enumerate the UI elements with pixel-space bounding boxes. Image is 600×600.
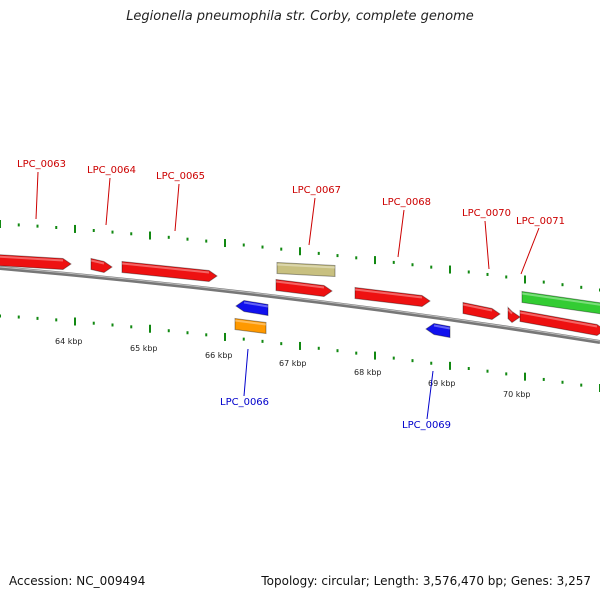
gene-labels: LPC_0063 LPC_0064 LPC_0065 LPC_0067 LPC_… [17,159,565,431]
feature-highlight [243,301,269,308]
tick-track-lower [0,314,600,392]
forward-gene-arrow[interactable] [519,309,600,337]
forward-gene-arrow[interactable] [90,257,113,274]
gene-label[interactable]: LPC_0071 [516,216,565,227]
forward-gene-arrow[interactable] [121,260,218,283]
label-leader [174,183,180,232]
scale-label: 70 kbp [503,390,531,399]
scale-label: 66 kbp [205,351,233,360]
label-leader [397,209,405,258]
forward-gene-arrow[interactable] [354,286,431,308]
rrna-feature[interactable] [276,261,336,278]
forward-gene-arrow[interactable] [0,254,72,271]
reverse-gene-arrow[interactable] [425,322,451,339]
feature-highlight [90,259,105,265]
topology-text: Topology: circular; Length: 3,576,470 bp… [261,574,591,588]
feature-highlight [433,324,451,330]
gene-label[interactable]: LPC_0066 [220,397,269,408]
feature-highlight [507,308,513,315]
feature-layer [0,254,600,339]
tick-track-upper [0,220,600,292]
label-leader [426,370,434,420]
label-leader [520,227,540,275]
gene-label[interactable]: LPC_0064 [87,165,136,176]
gene-label[interactable]: LPC_0069 [402,420,451,431]
feature-highlight [521,292,600,306]
scale-label: 67 kbp [279,359,307,368]
feature-highlight [354,288,423,299]
gene-label[interactable]: LPC_0070 [462,208,511,219]
feature-highlight [121,262,210,274]
scale-label: 65 kbp [130,344,158,353]
label-leader [308,197,316,246]
scale-labels: 64 kbp 65 kbp 66 kbp 67 kbp 68 kbp 69 kb… [55,337,531,399]
reverse-gene-arrow[interactable] [235,299,269,317]
genome-backbone-highlight [0,266,600,342]
feature-highlight [234,319,267,326]
trna-feature[interactable] [234,317,267,335]
scale-label: 68 kbp [354,368,382,377]
label-leader [35,171,39,220]
scale-label: 69 kbp [428,379,456,388]
forward-gene-arrow[interactable] [462,301,501,321]
gene-label[interactable]: LPC_0067 [292,185,341,196]
feature-highlight [519,311,598,328]
accession-text: Accession: NC_009494 [9,574,146,588]
forward-gene-arrow[interactable] [507,306,521,324]
label-leader [105,177,111,226]
feature-highlight [462,303,493,312]
gene-label[interactable]: LPC_0065 [156,171,205,182]
gene-label[interactable]: LPC_0063 [17,159,66,170]
misc-feature[interactable] [521,290,600,315]
page-title: Legionella pneumophila str. Corby, compl… [126,9,474,24]
forward-gene-arrow[interactable] [275,278,333,298]
feature-highlight [275,280,325,289]
feature-highlight [276,263,336,269]
label-leader [484,220,490,270]
scale-label: 64 kbp [55,337,83,346]
gene-label[interactable]: LPC_0068 [382,197,431,208]
feature-highlight [0,255,64,262]
genome-backbone [0,266,600,344]
label-leader [243,348,249,397]
